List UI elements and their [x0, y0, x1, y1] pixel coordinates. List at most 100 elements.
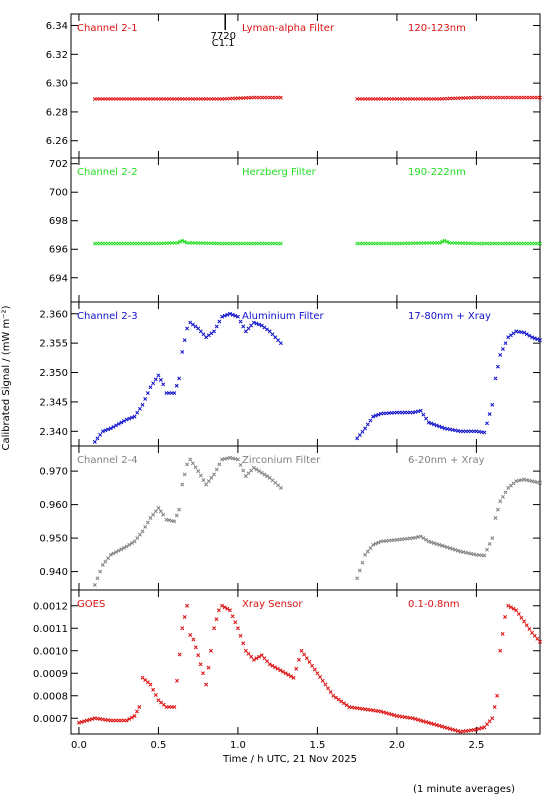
data-point [145, 391, 150, 396]
data-point [503, 490, 508, 495]
data-point [493, 516, 498, 520]
data-point [450, 727, 455, 732]
y-tick-label: 0.0010 [33, 646, 68, 657]
data-point [532, 633, 537, 638]
data-point [132, 414, 137, 419]
data-point [122, 545, 126, 550]
data-point [373, 541, 378, 546]
data-point [445, 239, 449, 244]
y-tick-label: 0.960 [39, 500, 68, 511]
data-point [445, 726, 450, 730]
data-point [198, 473, 203, 478]
y-tick-label: 696 [49, 245, 68, 256]
data-point [238, 633, 243, 638]
filter-label: Aluminium Filter [242, 311, 325, 322]
data-point [363, 426, 368, 431]
data-point [437, 240, 442, 245]
data-point [371, 414, 376, 419]
x-axis-label: Time / h UTC, 21 Nov 2025 [222, 754, 357, 765]
data-point [204, 482, 209, 487]
data-point [376, 412, 381, 417]
y-axis-label: Calibrated Signal / (mW m⁻²) [1, 305, 12, 450]
data-point [416, 717, 421, 722]
data-point [174, 383, 179, 388]
data-point [222, 456, 227, 461]
data-point [177, 507, 182, 512]
data-point [455, 548, 460, 553]
filter-label: Zirconium Filter [242, 455, 321, 466]
data-point [129, 715, 134, 720]
data-point [315, 671, 320, 676]
channel-label: Channel 2-2 [77, 167, 138, 178]
data-point [519, 615, 524, 620]
data-point [485, 722, 489, 727]
channel-label: Channel 2-4 [77, 455, 138, 466]
data-point [206, 665, 211, 670]
data-point [320, 678, 325, 683]
data-point [365, 422, 370, 427]
y-tick-label: 2.355 [39, 339, 68, 350]
data-point [122, 419, 126, 423]
footnote: (1 minute averages) [413, 784, 515, 795]
data-point [273, 665, 277, 670]
data-point [482, 430, 487, 435]
data-point [148, 385, 153, 390]
data-point [124, 417, 129, 422]
data-point [79, 720, 84, 724]
data-point [103, 559, 108, 564]
data-point [143, 397, 148, 401]
data-point [225, 606, 230, 611]
data-point [182, 239, 187, 244]
data-point [235, 457, 240, 462]
data-point [498, 499, 503, 504]
data-point [111, 424, 116, 429]
data-point [220, 314, 224, 319]
data-point [220, 603, 224, 608]
y-tick-label: 0.950 [39, 534, 68, 545]
data-point [273, 335, 278, 340]
data-point [90, 717, 95, 721]
y-tick-label: 6.26 [46, 136, 68, 147]
x-tick-label: 0.0 [71, 740, 87, 751]
data-point [198, 662, 203, 667]
data-point [421, 719, 426, 724]
data-point [167, 518, 171, 523]
data-point [421, 536, 426, 541]
data-point [191, 637, 196, 642]
panel-3: 2.340 2.345 2.350 2.355 2.360 Channel 2-3 Alum… [39, 301, 542, 447]
data-point [339, 699, 344, 704]
data-point [461, 550, 466, 554]
panels-group: 6.26 6.28 6.30 6.32 6.34 Channel 2-1 Lyman-alp… [33, 13, 542, 751]
data-point [188, 633, 193, 637]
data-point [437, 723, 442, 728]
data-point [440, 239, 445, 244]
data-point [98, 569, 103, 574]
y-tick-label: 6.28 [46, 107, 68, 118]
data-point [278, 241, 283, 246]
band-label: 0.1-0.8nm [408, 599, 460, 610]
filter-label: Lyman-alpha Filter [242, 23, 335, 34]
data-point [175, 240, 180, 245]
data-point [318, 675, 323, 679]
data-point [230, 456, 235, 461]
data-point [442, 238, 447, 243]
data-point [477, 726, 482, 731]
data-point [257, 654, 262, 659]
data-point [530, 630, 535, 635]
data-point [251, 465, 256, 470]
data-point [243, 329, 248, 334]
data-point [498, 648, 503, 653]
panel-frame [70, 157, 541, 303]
data-point [524, 332, 529, 337]
data-point [228, 608, 232, 613]
data-point [132, 714, 137, 718]
data-point [360, 429, 365, 434]
panel-5: 0.0007 0.0008 0.0009 0.0010 0.0011 0.0012 GOES… [33, 589, 542, 751]
data-point [432, 722, 436, 727]
data-point [212, 472, 217, 477]
filter-label: Xray Sensor [242, 599, 303, 610]
y-tick-label: 6.34 [46, 21, 68, 32]
data-point [434, 423, 439, 428]
data-point [535, 636, 540, 641]
data-point [124, 718, 129, 723]
